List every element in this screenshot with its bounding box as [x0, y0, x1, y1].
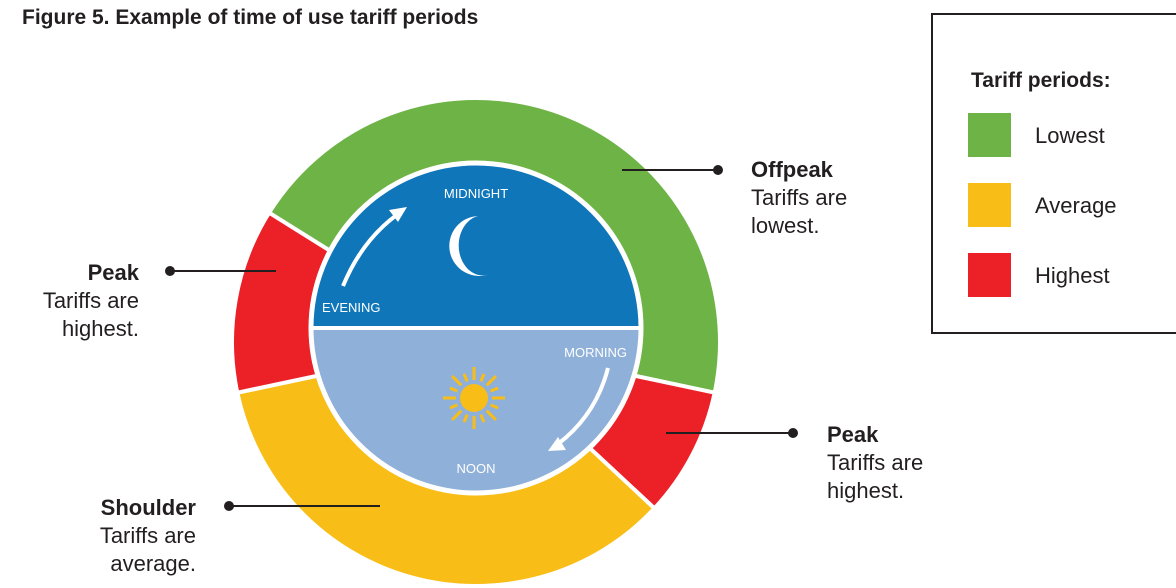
title: Figure 5. Example of time of use tariff … [22, 6, 479, 29]
sun-ray [479, 373, 486, 382]
callout: Shoulder Tariffs are average. [46, 494, 196, 578]
sun-ray [490, 403, 499, 410]
sun-icon [443, 367, 505, 429]
sun-ray [485, 375, 497, 387]
sun-ray [462, 414, 469, 423]
night-half [311, 163, 641, 328]
sun-ray [490, 386, 499, 393]
sun-ray [449, 403, 458, 410]
evening-arrow [341, 212, 400, 287]
callout-text: Tariffs are highest. [827, 450, 924, 503]
callout: Peak Tariffs are highest. [827, 421, 977, 505]
callout: Peak Tariffs are highest. [0, 259, 139, 343]
legend-label: Lowest [1035, 123, 1105, 148]
legend-swatch [968, 183, 1011, 227]
callout-text: Tariffs are lowest. [751, 185, 848, 238]
callout: Offpeak Tariffs are lowest. [751, 156, 901, 240]
callout-lines [165, 165, 798, 511]
legend-label: Highest [1035, 263, 1110, 288]
legend-label: Average [1035, 193, 1117, 218]
sun-ray [451, 409, 463, 421]
sun-ray [485, 409, 497, 421]
sun-ray [479, 414, 486, 423]
callout-text: Tariffs are highest. [42, 288, 139, 341]
callout-label: Peak [827, 422, 879, 447]
sun-ray [462, 373, 469, 382]
moon-icon [449, 216, 490, 276]
sun-ray [449, 386, 458, 393]
clock-label: MORNING [564, 345, 627, 360]
sun-ray [451, 375, 463, 387]
callout-text: Tariffs are average. [99, 523, 196, 576]
callout-label: Peak [87, 260, 139, 285]
legend-swatch [968, 253, 1011, 297]
clock-label: NOON [457, 461, 496, 476]
arrowhead [389, 207, 407, 222]
callout-label: Shoulder [100, 495, 196, 520]
clock-label: MIDNIGHT [444, 186, 508, 201]
clock-label: EVENING [322, 300, 381, 315]
legend-title: Tariff periods: [971, 69, 1111, 92]
morning-arrow [556, 367, 610, 446]
callout-label: Offpeak [751, 157, 833, 182]
legend-swatch [968, 113, 1011, 157]
legend: Tariff periods: Lowest Average Highest [931, 13, 1176, 334]
arrowhead [548, 437, 566, 451]
